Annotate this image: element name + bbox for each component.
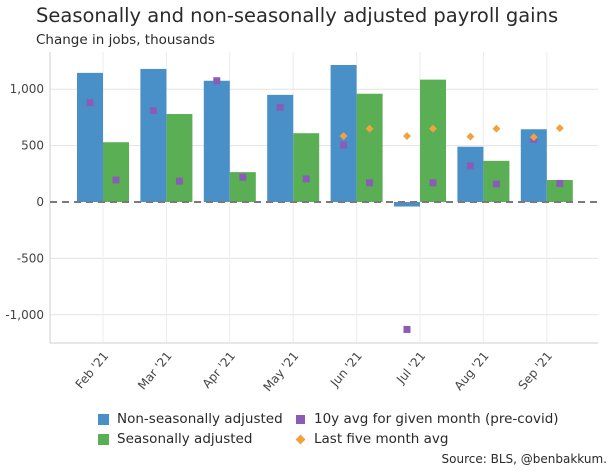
legend: Non-seasonally adjusted Seasonally adjus… xyxy=(98,411,568,451)
bar-seasonally-adjusted xyxy=(166,114,193,203)
marker-10y-avg xyxy=(466,162,474,170)
x-tick-label: Jun '21 xyxy=(327,349,365,390)
marker-10y-avg xyxy=(429,179,437,187)
bar-seasonally-adjusted xyxy=(103,142,129,203)
marker-10y-avg xyxy=(112,176,120,184)
bar-non-seasonally-adjusted xyxy=(267,94,294,203)
marker-five-month-avg xyxy=(403,132,411,140)
bar-non-seasonally-adjusted xyxy=(203,80,230,203)
marker-10y-avg xyxy=(149,107,157,115)
bar-seasonally-adjusted xyxy=(293,133,320,203)
marker-10y-avg xyxy=(340,141,348,149)
y-tick-label: 1,000 xyxy=(10,82,44,96)
plot-background xyxy=(50,52,598,343)
marker-10y-avg xyxy=(86,99,94,107)
chart-title: Seasonally and non-seasonally adjusted p… xyxy=(36,4,559,27)
x-tick-label: Apr '21 xyxy=(200,349,238,391)
marker-five-month-avg xyxy=(529,133,538,142)
marker-five-month-avg xyxy=(466,132,475,141)
marker-10y-avg xyxy=(492,180,500,188)
marker-five-month-avg xyxy=(339,132,348,140)
bar-non-seasonally-adjusted xyxy=(140,68,167,203)
marker-10y-avg xyxy=(213,77,221,85)
marker-10y-avg xyxy=(556,179,564,187)
legend-item-nsa[interactable]: Non-seasonally adjusted xyxy=(98,411,283,427)
x-tick-label: Sep '21 xyxy=(515,349,555,392)
diamond-marker-icon xyxy=(295,434,306,444)
legend-label-sa: Seasonally adjusted xyxy=(117,431,253,447)
bar-seasonally-adjusted xyxy=(546,180,573,203)
source-note: Source: BLS, @benbakkum. xyxy=(441,452,607,466)
legend-item-10y-avg[interactable]: 10y avg for given month (pre-covid) xyxy=(295,411,559,427)
marker-10y-avg xyxy=(366,179,374,187)
chart-subtitle: Change in jobs, thousands xyxy=(36,32,215,48)
marker-five-month-avg xyxy=(365,124,374,133)
marker-10y-avg xyxy=(276,103,284,111)
square-marker-icon xyxy=(296,414,305,424)
legend-swatch-nsa xyxy=(98,413,109,425)
marker-10y-avg xyxy=(302,175,310,183)
bar-non-seasonally-adjusted xyxy=(457,146,484,203)
bar-non-seasonally-adjusted xyxy=(77,72,103,203)
x-tick-label: Aug '21 xyxy=(452,349,492,393)
y-tick-label: 500 xyxy=(21,139,44,153)
legend-label-10y-avg: 10y avg for given month (pre-covid) xyxy=(314,411,559,427)
x-tick-label: Feb '21 xyxy=(73,349,112,391)
legend-label-nsa: Non-seasonally adjusted xyxy=(117,411,283,427)
marker-10y-avg xyxy=(239,173,247,181)
y-tick-label: -1,000 xyxy=(5,308,44,322)
legend-item-five-month-avg[interactable]: Last five month avg xyxy=(295,431,448,447)
marker-10y-avg xyxy=(175,177,183,185)
marker-five-month-avg xyxy=(555,124,564,133)
legend-label-five-month-avg: Last five month avg xyxy=(314,431,449,447)
bar-non-seasonally-adjusted xyxy=(394,202,420,207)
legend-swatch-sa xyxy=(98,433,109,445)
y-tick-label: -500 xyxy=(17,251,44,265)
x-tick-label: Jul '21 xyxy=(393,349,428,387)
legend-item-sa[interactable]: Seasonally adjusted xyxy=(98,431,252,447)
x-tick-label: May '21 xyxy=(260,349,301,394)
marker-10y-avg xyxy=(403,325,411,333)
x-tick-label: Mar '21 xyxy=(135,349,175,392)
y-tick-label: 0 xyxy=(36,195,44,209)
